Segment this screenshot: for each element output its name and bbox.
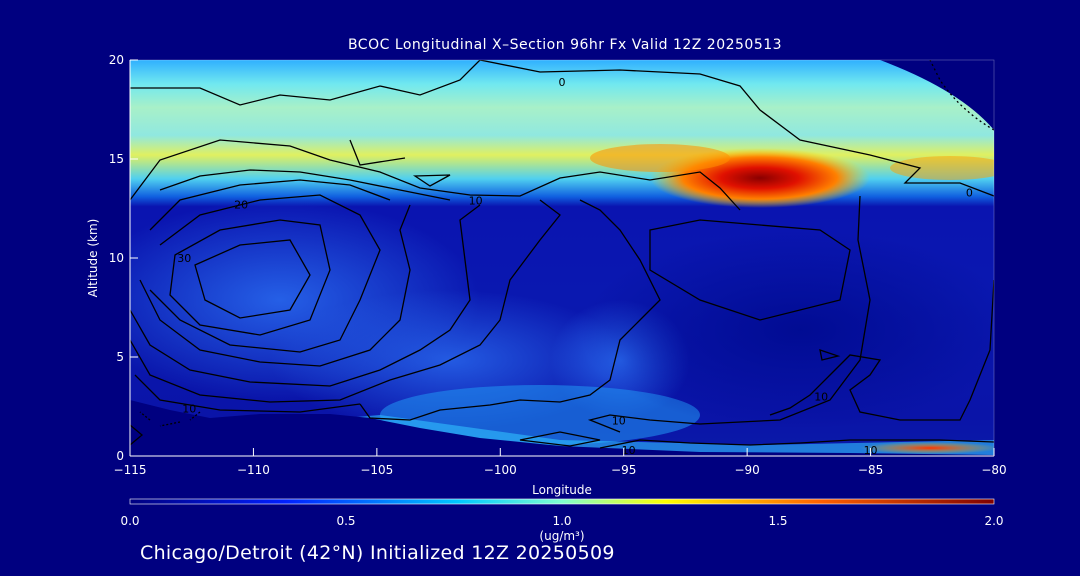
colorbar-tick-label: 0.0	[120, 514, 139, 528]
x-axis-ticks: −115 −110 −105 −100 −95 −90 −85 −80	[114, 448, 1007, 477]
y-axis-ticks: 0 5 10 15 20	[109, 53, 138, 463]
chart-title: BCOC Longitudinal X–Section 96hr Fx Vali…	[348, 37, 782, 53]
contour-lines	[130, 60, 994, 449]
x-tick-label: −90	[734, 463, 759, 477]
contour-label: 10	[469, 195, 483, 208]
y-tick-label: 0	[116, 449, 124, 463]
x-axis-label: Longitude	[532, 483, 592, 497]
contour-label: 0	[966, 187, 973, 200]
x-tick-label: −95	[611, 463, 636, 477]
contour-label: 10	[182, 402, 196, 415]
contour-label: 10	[612, 414, 626, 427]
y-axis-label: Altitude (km)	[86, 219, 100, 298]
x-tick-label: −85	[858, 463, 883, 477]
y-tick-label: 20	[109, 53, 124, 67]
colorbar-tick-label: 0.5	[336, 514, 355, 528]
contour-label: 0	[559, 76, 566, 89]
colorbar-tick-label: 2.0	[984, 514, 1003, 528]
colorbar-tick-label: 1.5	[768, 514, 787, 528]
y-tick-label: 15	[109, 152, 124, 166]
y-tick-label: 5	[116, 350, 124, 364]
x-tick-label: −110	[237, 463, 270, 477]
colorbar-unit: (ug/m³)	[539, 529, 584, 543]
footer-caption: Chicago/Detroit (42°N) Initialized 12Z 2…	[140, 542, 615, 564]
contour-label: 10	[814, 391, 828, 404]
x-tick-label: −115	[114, 463, 147, 477]
contour-label: 10	[622, 444, 636, 457]
contour-label: 20	[234, 199, 248, 212]
colorbar-tick-label: 1.0	[552, 514, 571, 528]
colorbar-ticks: 0.0 0.5 1.0 1.5 2.0	[120, 514, 1003, 528]
contour-label: 30	[177, 252, 191, 265]
x-tick-label: −105	[360, 463, 393, 477]
x-tick-label: −100	[484, 463, 517, 477]
y-tick-label: 10	[109, 251, 124, 265]
x-tick-label: −80	[981, 463, 1006, 477]
colorbar	[129, 498, 995, 505]
